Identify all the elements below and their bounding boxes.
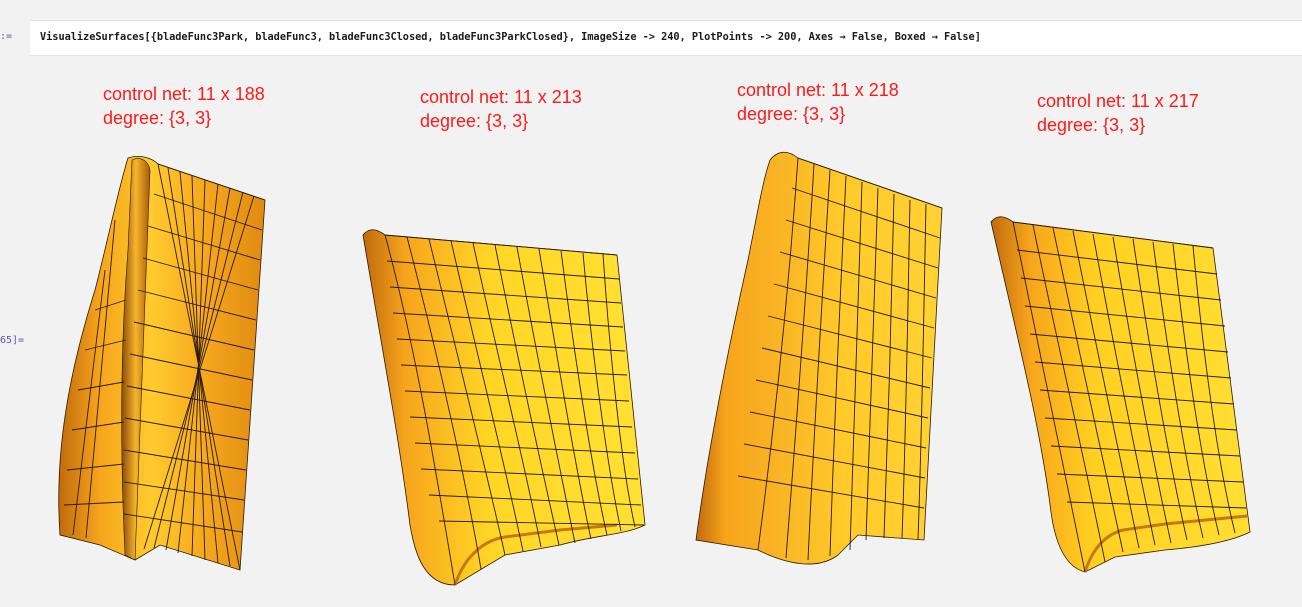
input-cell-label: :=	[0, 31, 13, 42]
degree-label: degree: {3, 3}	[1037, 115, 1146, 135]
panel-3-annotation: control net: 11 x 218 degree: {3, 3}	[737, 78, 899, 126]
panel-1-annotation: control net: 11 x 188 degree: {3, 3}	[103, 82, 265, 130]
surface-plot-3[interactable]	[688, 150, 948, 590]
degree-label: degree: {3, 3}	[737, 104, 846, 124]
input-cell[interactable]: VisualizeSurfaces[{bladeFunc3Park, blade…	[30, 20, 1302, 56]
input-code[interactable]: VisualizeSurfaces[{bladeFunc3Park, blade…	[40, 31, 981, 43]
control-net-label: control net: 11 x 217	[1037, 91, 1199, 111]
control-net-label: control net: 11 x 218	[737, 80, 899, 100]
degree-label: degree: {3, 3}	[103, 108, 212, 128]
surface-plot-1[interactable]	[40, 150, 280, 590]
control-net-label: control net: 11 x 188	[103, 84, 265, 104]
panel-4-annotation: control net: 11 x 217 degree: {3, 3}	[1037, 89, 1199, 137]
control-net-label: control net: 11 x 213	[420, 87, 582, 107]
surface-plot-2[interactable]	[355, 225, 655, 595]
panel-2-annotation: control net: 11 x 213 degree: {3, 3}	[420, 85, 582, 133]
degree-label: degree: {3, 3}	[420, 111, 529, 131]
output-cell-label: 65]=	[0, 335, 25, 346]
surface-plot-4[interactable]	[985, 212, 1260, 582]
